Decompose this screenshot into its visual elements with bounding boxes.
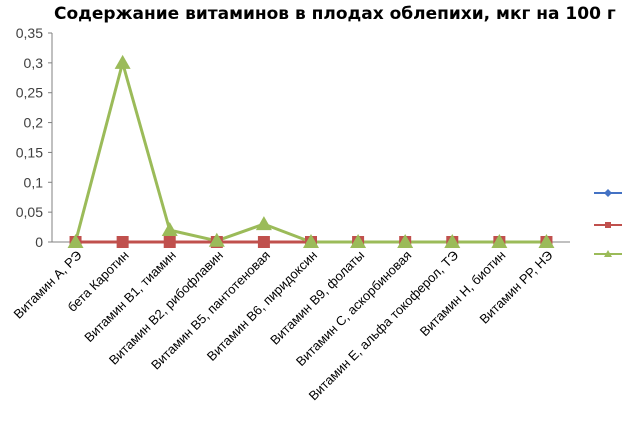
y-tick-label: 0,2 (24, 115, 44, 131)
series-3-point (255, 216, 272, 231)
y-axis: 0 0,05 0,1 0,15 0,2 0,25 0,3 0,35 (16, 25, 53, 250)
x-tick-label: Витамин Н, биотин (417, 248, 509, 340)
series-3-point (350, 234, 367, 248)
y-tick-label: 0,35 (16, 25, 43, 41)
series-3-point (397, 234, 414, 248)
x-tick-label: Витамин В1, тиамин (81, 248, 179, 346)
x-tick-label: Витамин В9, фолаты (267, 248, 367, 348)
y-tick-label: 0,15 (16, 144, 43, 160)
series-2-point (257, 236, 270, 248)
series-group (67, 54, 555, 248)
legend-marker-1 (604, 189, 612, 197)
legend (594, 189, 622, 257)
legend-marker-3 (604, 250, 612, 257)
series-3-point (444, 234, 461, 248)
chart-title: Содержание витаминов в плодах облепихи, … (54, 4, 616, 24)
series-3-point (303, 234, 319, 248)
series-3-point (114, 54, 131, 69)
legend-marker-2 (605, 222, 611, 228)
y-tick-label: 0 (35, 234, 43, 250)
series-3-point (491, 234, 508, 248)
series-3-point (208, 232, 225, 247)
y-tick-label: 0,05 (16, 204, 43, 220)
series-3-point (538, 234, 555, 248)
y-tick-label: 0,3 (24, 55, 44, 71)
series-2-point (116, 236, 129, 248)
series-3-line (74, 61, 547, 244)
series-2-point (163, 236, 176, 248)
series-3-point (67, 234, 84, 248)
y-tick-label: 0,1 (24, 174, 44, 190)
y-tick-label: 0,25 (16, 85, 43, 101)
series-3-point (161, 222, 178, 237)
